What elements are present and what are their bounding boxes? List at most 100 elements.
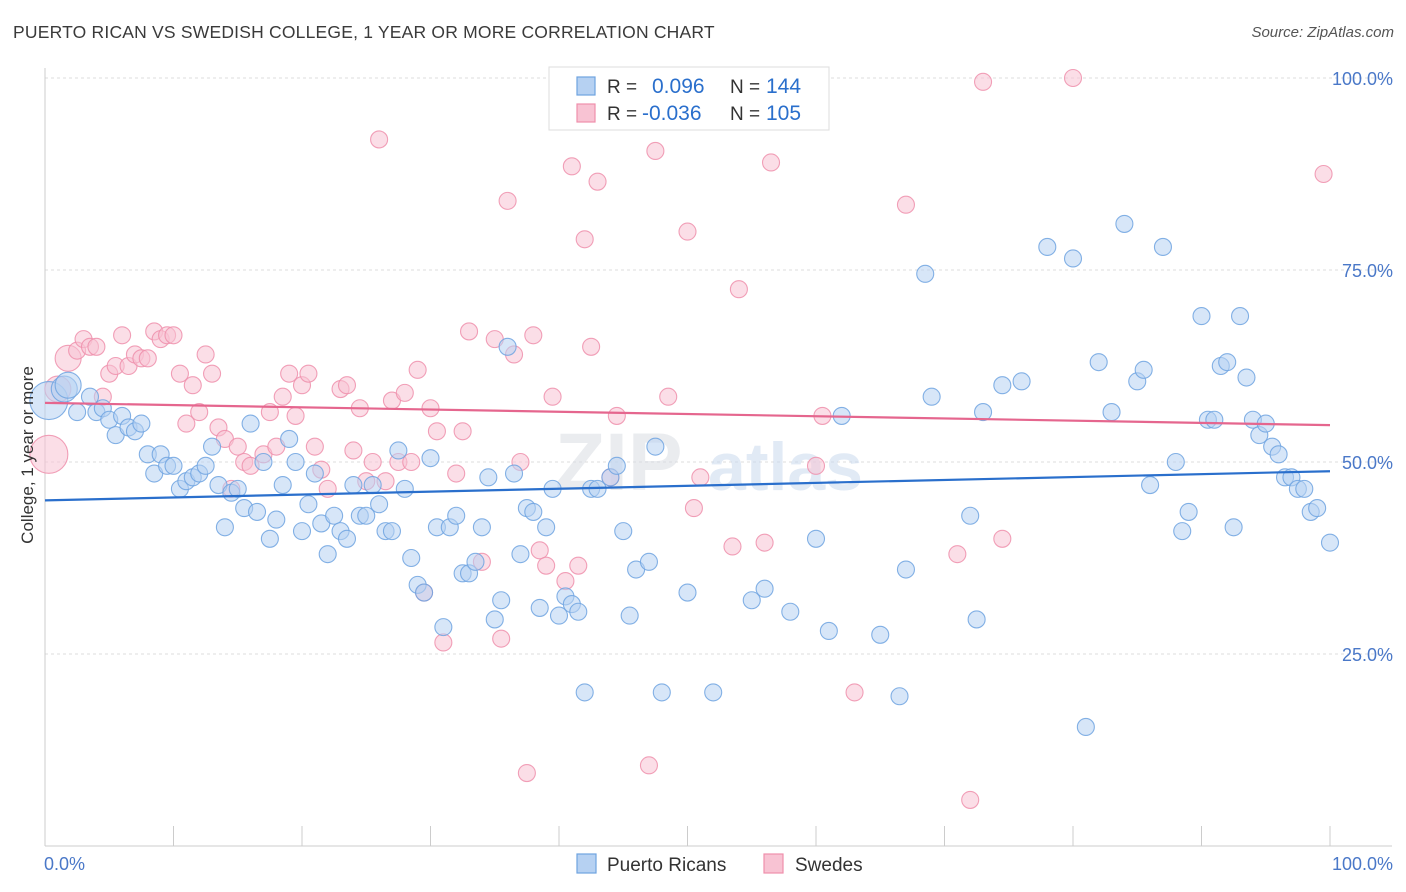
legend-blue-r-value: 0.096 <box>652 75 705 98</box>
puerto-ricans-point <box>1308 499 1327 518</box>
swedes-point <box>659 387 678 406</box>
puerto-ricans-point <box>267 510 286 529</box>
puerto-ricans-point <box>620 606 639 625</box>
puerto-ricans-point <box>228 479 247 498</box>
swedes-point <box>607 406 626 425</box>
swedes-point <box>973 72 993 91</box>
axis-labels: 25.0% 50.0% 75.0% 100.0% 0.0% 100.0% <box>44 69 1393 874</box>
swedes-point <box>421 399 440 418</box>
swedes-point <box>729 280 748 299</box>
puerto-ricans-point <box>652 683 671 702</box>
x-tick-label-max: 100.0% <box>1332 854 1393 874</box>
puerto-ricans-point <box>678 583 697 602</box>
puerto-ricans-point <box>1218 353 1237 372</box>
puerto-ricans-point <box>325 506 344 525</box>
swedes-point <box>459 322 479 341</box>
stats-legend: R = 0.096 N = 144 R = -0.036 N = 105 <box>548 66 830 131</box>
puerto-ricans-point <box>344 475 363 495</box>
puerto-ricans-point <box>890 687 909 706</box>
puerto-ricans-point <box>967 610 986 629</box>
puerto-ricans-point <box>280 429 299 449</box>
swedes-point <box>498 191 517 210</box>
puerto-ricans-point <box>781 602 800 621</box>
swedes-point <box>228 437 247 456</box>
puerto-ricans-point <box>305 464 324 483</box>
swedes-point <box>305 437 324 456</box>
puerto-ricans-point <box>961 506 980 525</box>
puerto-ricans-point <box>1166 452 1185 472</box>
puerto-ricans-point <box>382 522 402 541</box>
swedes-point <box>395 383 414 402</box>
swedes-point <box>1314 164 1333 184</box>
swedes-point <box>543 387 562 406</box>
swedes-point <box>691 468 710 487</box>
puerto-ricans-point <box>1141 475 1160 495</box>
y-tick-label: 100.0% <box>1332 69 1393 89</box>
puerto-ricans-point <box>1076 717 1095 737</box>
series-legend-blue-label: Puerto Ricans <box>607 855 726 876</box>
puerto-ricans-point <box>511 545 530 564</box>
swedes-point <box>569 556 588 575</box>
legend-pink-n-label: N = <box>730 104 760 125</box>
legend-pink-r-label: R = <box>607 104 637 125</box>
puerto-ricans-point <box>415 583 434 602</box>
puerto-ricans-point <box>318 545 337 564</box>
puerto-ricans-point <box>286 452 305 472</box>
puerto-ricans-point <box>260 529 279 548</box>
swedes-point <box>453 422 472 441</box>
puerto-ricans-point <box>299 495 318 514</box>
swedes-point <box>492 629 511 648</box>
swedes-point <box>723 537 742 556</box>
swedes-point <box>896 195 916 214</box>
swedes-point <box>190 403 209 422</box>
puerto-ricans-point <box>530 598 549 617</box>
puerto-ricans-point <box>1179 502 1198 521</box>
legend-blue-swatch <box>576 76 596 96</box>
puerto-ricans-point <box>1173 522 1192 541</box>
puerto-ricans-point <box>1295 479 1314 498</box>
swedes-point <box>524 326 543 345</box>
grid-layer <box>45 77 1392 655</box>
puerto-ricans-point <box>755 579 774 598</box>
legend-pink-n-value: 105 <box>766 102 801 125</box>
swedes-point <box>684 499 703 518</box>
puerto-ricans-point <box>402 548 421 568</box>
puerto-ricans-point <box>896 560 916 579</box>
puerto-ricans-point <box>203 437 222 456</box>
swedes-point <box>29 434 69 474</box>
swedes-point <box>646 141 665 161</box>
puerto-ricans-point <box>1134 360 1153 379</box>
puerto-ricans-point <box>973 403 993 422</box>
puerto-ricans-point <box>337 529 357 548</box>
swedes-point <box>427 422 446 441</box>
swedes-point <box>183 376 202 395</box>
y-tick-label: 25.0% <box>1342 645 1393 665</box>
puerto-ricans-point <box>614 522 633 541</box>
swedes-point <box>761 153 781 172</box>
puerto-ricans-point <box>1320 533 1340 552</box>
swedes-point <box>138 349 157 368</box>
swedes-point <box>299 364 318 383</box>
puerto-ricans-point <box>1102 403 1121 422</box>
puerto-ricans-point <box>241 414 260 433</box>
swedes-point <box>517 763 536 783</box>
swedes-point <box>537 556 556 575</box>
puerto-ricans-point <box>492 591 511 610</box>
series-legend-pink-swatch <box>763 853 784 874</box>
puerto-ricans-point <box>1224 518 1243 537</box>
puerto-ricans-point <box>1012 372 1031 391</box>
swedes-point <box>447 464 466 483</box>
puerto-ricans-point <box>1231 307 1250 326</box>
swedes-point <box>639 756 659 775</box>
swedes-point <box>203 364 222 383</box>
puerto-ricans-point <box>922 387 941 406</box>
watermark-atlas: atlas <box>708 429 863 505</box>
y-tick-label: 50.0% <box>1342 453 1393 473</box>
puerto-ricans-point <box>1237 368 1256 387</box>
swedes-point <box>961 790 980 809</box>
swedes-point <box>1063 68 1083 88</box>
puerto-ricans-point <box>447 506 466 525</box>
swedes-point <box>755 533 774 552</box>
puerto-ricans-point <box>472 518 491 537</box>
puerto-ricans-point <box>569 602 588 621</box>
